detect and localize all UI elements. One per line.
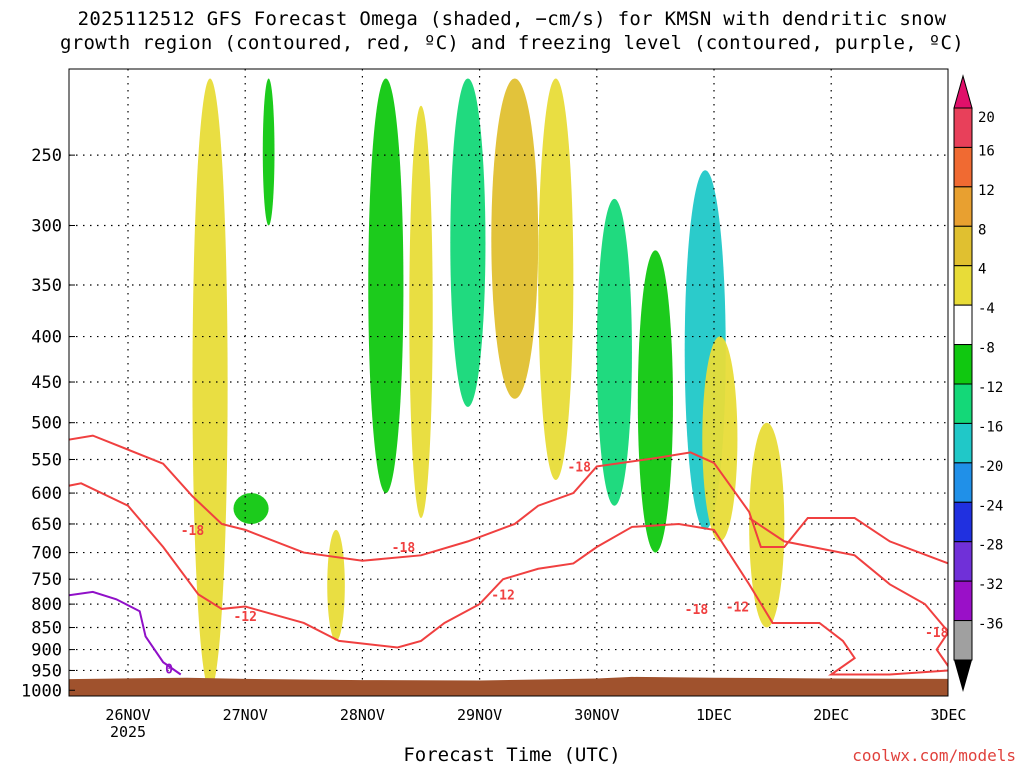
x-tick-label: 3DEC [930,706,966,724]
colorbar-bottom-triangle [954,660,972,692]
x-tick-label: 30NOV [574,706,619,724]
omega-shaded-region [192,78,228,691]
colorbar-level-label: -12 [978,380,1003,396]
colorbar-level-label: 4 [978,262,986,278]
omega-shaded-region [491,78,539,399]
colorbar-level-label: -28 [978,538,1003,554]
colorbar-level-label: -24 [978,498,1003,514]
y-tick-label: 900 [31,641,62,661]
colorbar-segment [953,422,973,464]
colorbar-segment [953,383,973,424]
x-tick-label: 26NOV [105,706,150,724]
contour-label: -12 [491,588,514,603]
x-tick-label: 28NOV [340,706,385,724]
colorbar-level-label: 16 [978,143,995,159]
freezing-level-contour [69,590,182,676]
omega-shaded-region [637,250,673,553]
omega-shaded-region [538,78,574,480]
x-tick-label: 1DEC [696,706,732,724]
colorbar-segment [953,225,973,267]
y-tick-label: 400 [31,328,62,348]
contour-label: -18 [567,460,591,475]
y-tick-label: 350 [31,276,62,296]
ground-terrain [69,676,948,696]
y-tick-label: 750 [31,570,62,590]
contour-label: 0 [165,662,173,677]
colorbar-level-label: 12 [978,183,995,199]
contour-label: -12 [726,601,749,616]
y-tick-label: 550 [31,450,62,470]
omega-shaded-region [450,78,486,407]
colorbar-level-label: -16 [978,419,1003,435]
contour-label: -12 [233,610,256,625]
dgz-contour-line [748,517,948,667]
y-tick-label: 500 [31,414,62,434]
y-tick-label: 650 [31,515,62,535]
colorbar-level-label: -36 [978,617,1003,633]
contour-label: -18 [925,626,949,641]
contour-label: -18 [392,541,416,556]
y-tick-label: 300 [31,217,62,237]
colorbar-segment [953,580,973,622]
x-year-label: 2025 [110,723,146,741]
colorbar-segment [953,304,973,346]
colorbar-segment [953,344,973,385]
colorbar-level-label: -20 [978,459,1003,475]
contour-label: -18 [685,603,709,618]
y-tick-label: 800 [31,595,62,615]
omega-shaded-region [702,336,738,542]
omega-shaded-region [749,422,785,628]
colorbar-top-triangle [953,74,973,109]
colorbar-level-label: 20 [978,110,995,126]
colorbar-level-label: -8 [978,341,995,357]
y-tick-label: 450 [31,373,62,393]
colorbar-level-label: 8 [978,222,986,238]
y-tick-label: 950 [31,661,62,681]
colorbar-segment [953,265,973,306]
omega-shaded-region [262,78,275,226]
omega-shaded-region [233,493,269,524]
site-credit: coolwx.com/models [852,746,1016,765]
chart-title-line-2: growth region (contoured, red, ºC) and f… [60,32,964,54]
omega-shaded-region [368,78,404,494]
colorbar-level-label: -32 [978,577,1003,593]
colorbar-segment [953,462,973,503]
omega-shaded-region [409,105,433,518]
colorbar-segment [953,541,973,582]
y-tick-label: 700 [31,544,62,564]
x-axis-label: Forecast Time (UTC) [403,744,621,766]
colorbar-segment [953,186,973,227]
omega-shaded-region [596,198,632,506]
chart-title-line-1: 2025112512 GFS Forecast Omega (shaded, −… [77,8,947,30]
dgz-contour-line [69,482,948,676]
x-tick-label: 2DEC [813,706,849,724]
x-tick-label: 29NOV [457,706,502,724]
y-tick-label: 600 [31,484,62,504]
colorbar-segment [953,146,973,188]
y-tick-label: 1000 [21,681,62,701]
colorbar-segment [953,107,973,148]
y-tick-label: 850 [31,619,62,639]
x-tick-label: 27NOV [223,706,268,724]
colorbar-segment [953,620,973,661]
y-tick-label: 250 [31,146,62,166]
colorbar-level-label: -4 [978,301,995,317]
colorbar-segment [953,501,973,543]
contour-label: -18 [181,524,205,539]
omega-shaded-region [327,529,345,641]
dgz-contour-line [69,434,948,565]
